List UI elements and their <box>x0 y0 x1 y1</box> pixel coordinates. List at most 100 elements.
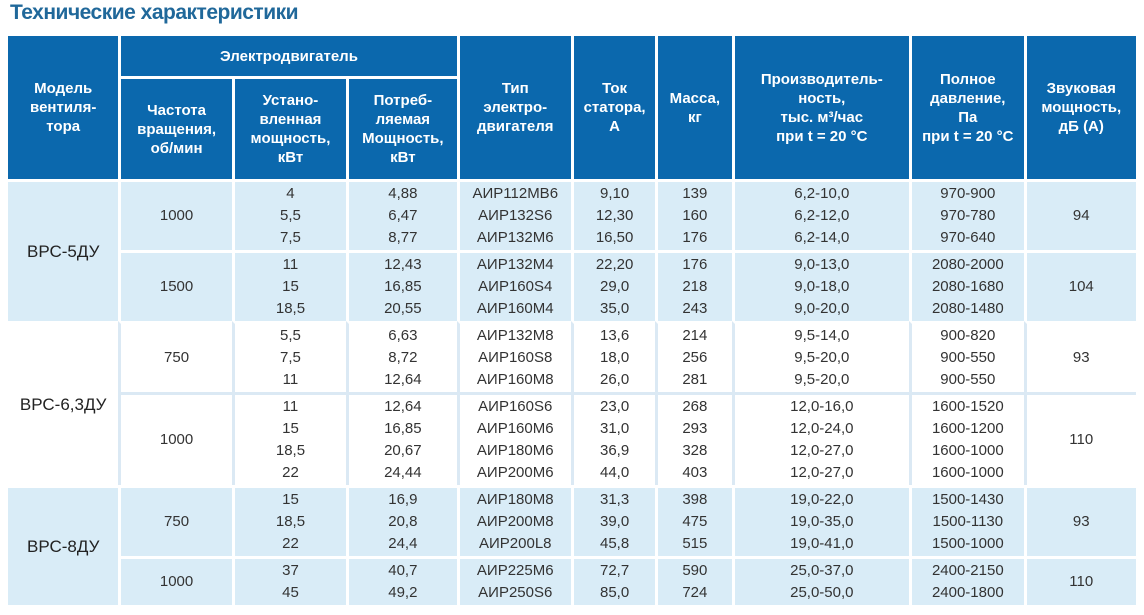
installed-power-cell: 11 15 18,5 <box>231 250 347 321</box>
value-line: 1500-1430 <box>931 491 1004 508</box>
motor-type-cell: АИР160S6 АИР160М6 АИР180М6 АИР200М6 <box>456 392 571 485</box>
value-line: 218 <box>682 278 708 295</box>
value-line: АИР200М8 <box>476 513 554 530</box>
value-line: 16,85 <box>384 278 422 295</box>
frequency-cell: 750 <box>118 485 232 556</box>
value-line: 25,0-37,0 <box>790 562 854 579</box>
value-line: АИР200М6 <box>476 464 554 481</box>
value-line: 970-780 <box>940 207 996 224</box>
installed-power-cell: 4 5,5 7,5 <box>231 179 347 250</box>
value-line: 750 <box>164 349 190 366</box>
value-line: 12,0-16,0 <box>790 398 854 415</box>
value-line: 12,64 <box>384 398 422 415</box>
stator-current-cell: 22,20 29,0 35,0 <box>570 250 656 321</box>
value-line: 93 <box>1072 513 1090 530</box>
value-line: 2080-1680 <box>931 278 1004 295</box>
header-model: Модель вентиля- тора <box>8 33 119 179</box>
value-line: 8,77 <box>388 229 418 246</box>
value-line: 328 <box>682 442 708 459</box>
installed-power-cell: 15 18,5 22 <box>231 485 347 556</box>
value-line: 36,9 <box>599 442 630 459</box>
value-line: 9,0-13,0 <box>794 256 850 273</box>
value-line: 94 <box>1072 207 1090 224</box>
value-line: 15 <box>282 278 299 295</box>
value-line: АИР132М8 <box>476 327 554 344</box>
consumed-power-cell: 40,7 49,2 <box>346 556 457 605</box>
value-line: 23,0 <box>599 398 630 415</box>
stator-current-cell: 72,7 85,0 <box>570 556 656 605</box>
value-line: 1000 <box>159 207 194 224</box>
consumed-power-cell: 4,88 6,47 8,77 <box>346 179 457 250</box>
model-cell: ВРС-8ДУ <box>8 485 119 605</box>
value-line: 15 <box>282 491 299 508</box>
sound-power-cell: 93 <box>1023 485 1136 556</box>
header-sound-power: Звуковая мощность, дБ (А) <box>1023 33 1136 179</box>
value-line: 1600-1200 <box>931 420 1004 437</box>
value-line: 85,0 <box>599 584 630 601</box>
value-line: АИР132S6 <box>478 207 553 224</box>
value-line: 11 <box>282 398 299 415</box>
capacity-cell: 12,0-16,0 12,0-24,0 12,0-27,0 12,0-27,0 <box>731 392 910 485</box>
value-line: 37 <box>282 562 299 579</box>
mass-cell: 590 724 <box>655 556 732 605</box>
motor-type-cell: АИР225М6 АИР250S6 <box>456 556 571 605</box>
header-installed-power: Устано- вленная мощность, кВт <box>231 76 347 179</box>
value-line: 398 <box>682 491 708 508</box>
value-line: 1600-1000 <box>931 442 1004 459</box>
value-line: 20,67 <box>384 442 422 459</box>
value-line: 13,6 <box>599 327 630 344</box>
mass-cell: 398 475 515 <box>655 485 732 556</box>
value-line: 25,0-50,0 <box>790 584 854 601</box>
value-line: АИР160М4 <box>476 300 554 317</box>
spec-table-body: ВРС-5ДУ 1000 4 5,5 7,5 4,88 6,47 8,77 АИР112МВ6 А… <box>8 179 1136 605</box>
header-mass: Масса, кг <box>655 33 732 179</box>
value-line: 6,2-10,0 <box>794 185 850 202</box>
value-line: 49,2 <box>388 584 418 601</box>
frequency-cell: 1000 <box>118 556 232 605</box>
capacity-cell: 19,0-22,0 19,0-35,0 19,0-41,0 <box>731 485 910 556</box>
value-line: 970-640 <box>940 229 996 246</box>
stator-current-cell: 31,3 39,0 45,8 <box>570 485 656 556</box>
model-cell: ВРС-5ДУ <box>8 179 119 321</box>
value-line: 31,0 <box>599 420 630 437</box>
consumed-power-cell: 12,43 16,85 20,55 <box>346 250 457 321</box>
value-line: АИР132М4 <box>476 256 554 273</box>
value-line: 22,20 <box>595 256 634 273</box>
value-line: 20,55 <box>384 300 422 317</box>
motor-type-cell: АИР132М8 АИР160S8 АИР160М8 <box>456 321 571 392</box>
mass-cell: 268 293 328 403 <box>655 392 732 485</box>
value-line: 9,10 <box>599 185 630 202</box>
value-line: 1600-1520 <box>931 398 1004 415</box>
value-line: 900-550 <box>940 349 996 366</box>
header-motor-type: Тип электро- двигателя <box>456 33 571 179</box>
table-row: ВРС-5ДУ 1000 4 5,5 7,5 4,88 6,47 8,77 АИР112МВ6 А… <box>8 179 1136 321</box>
spec-table-header: Модель вентиля- тора Электродвигатель Ти… <box>8 33 1136 179</box>
value-line: 11 <box>282 256 299 273</box>
value-line: АИР225М6 <box>476 562 554 579</box>
value-line: 18,5 <box>275 300 306 317</box>
capacity-cell: 25,0-37,0 25,0-50,0 <box>731 556 910 605</box>
value-line: 15 <box>282 420 299 437</box>
motor-type-cell: АИР180М8 АИР200М8 АИР200L8 <box>456 485 571 556</box>
pressure-cell: 2080-2000 2080-1680 2080-1480 <box>909 250 1024 321</box>
value-line: АИР160М6 <box>476 420 554 437</box>
header-capacity: Производитель- ность, тыс. м³/час при t … <box>731 33 910 179</box>
value-line: 750 <box>164 513 190 530</box>
value-line: 176 <box>682 229 708 246</box>
header-frequency: Частота вращения, об/мин <box>118 76 232 179</box>
value-line: 2400-1800 <box>931 584 1004 601</box>
value-line: 5,5 <box>280 327 301 344</box>
mass-cell: 139 160 176 <box>655 179 732 250</box>
value-line: 20,8 <box>388 513 418 530</box>
header-motor-group: Электродвигатель <box>118 33 457 76</box>
value-line: 139 <box>682 185 708 202</box>
sound-power-cell: 94 <box>1023 179 1136 250</box>
installed-power-cell: 37 45 <box>231 556 347 605</box>
value-line: АИР160S6 <box>478 398 553 415</box>
frequency-cell: 1000 <box>118 392 232 485</box>
value-line: 256 <box>682 349 708 366</box>
mass-cell: 214 256 281 <box>655 321 732 392</box>
table-row: ВРС-8ДУ 750 15 18,5 22 16,9 20,8 24,4 АИР180М8 АИ… <box>8 485 1136 605</box>
value-line: 9,0-18,0 <box>794 278 850 295</box>
value-line: 9,5-14,0 <box>794 327 850 344</box>
